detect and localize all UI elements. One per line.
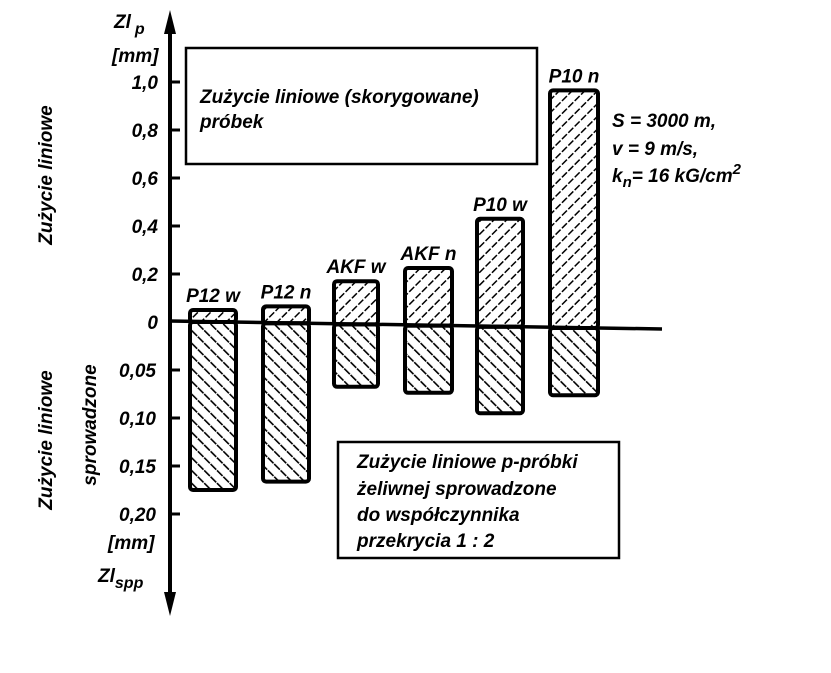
legend-lower-line2: żeliwnej sprowadzone <box>356 479 557 500</box>
legend-lower-line4: przekrycia 1 : 2 <box>356 531 495 552</box>
upper-tick-label: 0,2 <box>132 265 159 286</box>
lower-tick-label: 0,15 <box>119 457 156 478</box>
bar-upper-p12-n <box>261 304 311 326</box>
lower-tick-label: 0,20 <box>119 505 156 526</box>
bar-lower-p10-n <box>548 326 600 398</box>
upper-axis-label: Zużycie liniowe <box>36 105 57 246</box>
upper-tick-label: 1,0 <box>132 73 159 94</box>
bar-lower-akf-n <box>403 323 454 395</box>
upper-axis-unit: [mm] <box>111 46 159 67</box>
bar-lower-p12-n <box>261 321 311 484</box>
ticks-group: 0 0,2 0,4 0,6 0,8 1,0 0,05 0,10 0,15 0,20 <box>119 73 180 526</box>
legend-upper-box <box>184 46 539 166</box>
condition-distance: S = 3000 m, <box>612 111 716 132</box>
arrow-down-icon <box>164 592 176 616</box>
bar-label: AKF w <box>325 257 386 278</box>
lower-axis-label-line2: sprowadzone <box>80 364 101 486</box>
bar-upper-akf-n <box>403 266 454 328</box>
lower-tick-label: 0,10 <box>119 409 156 430</box>
zero-line <box>169 319 663 331</box>
bar-upper-akf-w <box>332 279 380 327</box>
bar-label: AKF n <box>400 244 457 265</box>
upper-tick-label: 0,4 <box>132 217 159 238</box>
bars-group: P12 w P12 n AKF w AKF n P10 w P10 n <box>186 66 600 492</box>
bar-label: P10 w <box>473 195 528 216</box>
lower-axis-label-line1: Zużycie liniowe <box>36 370 57 511</box>
bar-label: P12 w <box>186 286 241 307</box>
bar-upper-p10-n <box>548 88 600 331</box>
bar-label: P10 n <box>549 66 600 87</box>
condition-pressure: kn= 16 kG/cm2 <box>612 161 742 191</box>
upper-tick-label: 0,8 <box>132 121 159 142</box>
bar-lower-akf-w <box>332 322 380 389</box>
bar-lower-p10-w <box>475 324 525 416</box>
upper-axis-symbol: Zl p <box>113 12 145 38</box>
bar-lower-p12-w <box>188 320 238 492</box>
upper-tick-label: 0 <box>147 313 158 334</box>
lower-axis-unit: [mm] <box>107 533 155 554</box>
lower-tick-label: 0,05 <box>119 361 156 382</box>
arrow-up-icon <box>164 10 176 34</box>
legend-lower-line1: Zużycie liniowe p-próbki <box>356 452 578 473</box>
bar-upper-p10-w <box>475 216 525 329</box>
legend-lower-line3: do współczynnika <box>357 505 520 526</box>
condition-speed: v = 9 m/s, <box>612 139 698 160</box>
upper-tick-label: 0,6 <box>132 169 159 190</box>
lower-axis-symbol: Zlspp <box>97 566 144 592</box>
bar-label: P12 n <box>261 282 312 303</box>
legend-lower-box <box>336 440 621 560</box>
legend-upper-line1: Zużycie liniowe (skorygowane) <box>199 87 479 108</box>
legend-upper-line2: próbek <box>199 112 265 133</box>
